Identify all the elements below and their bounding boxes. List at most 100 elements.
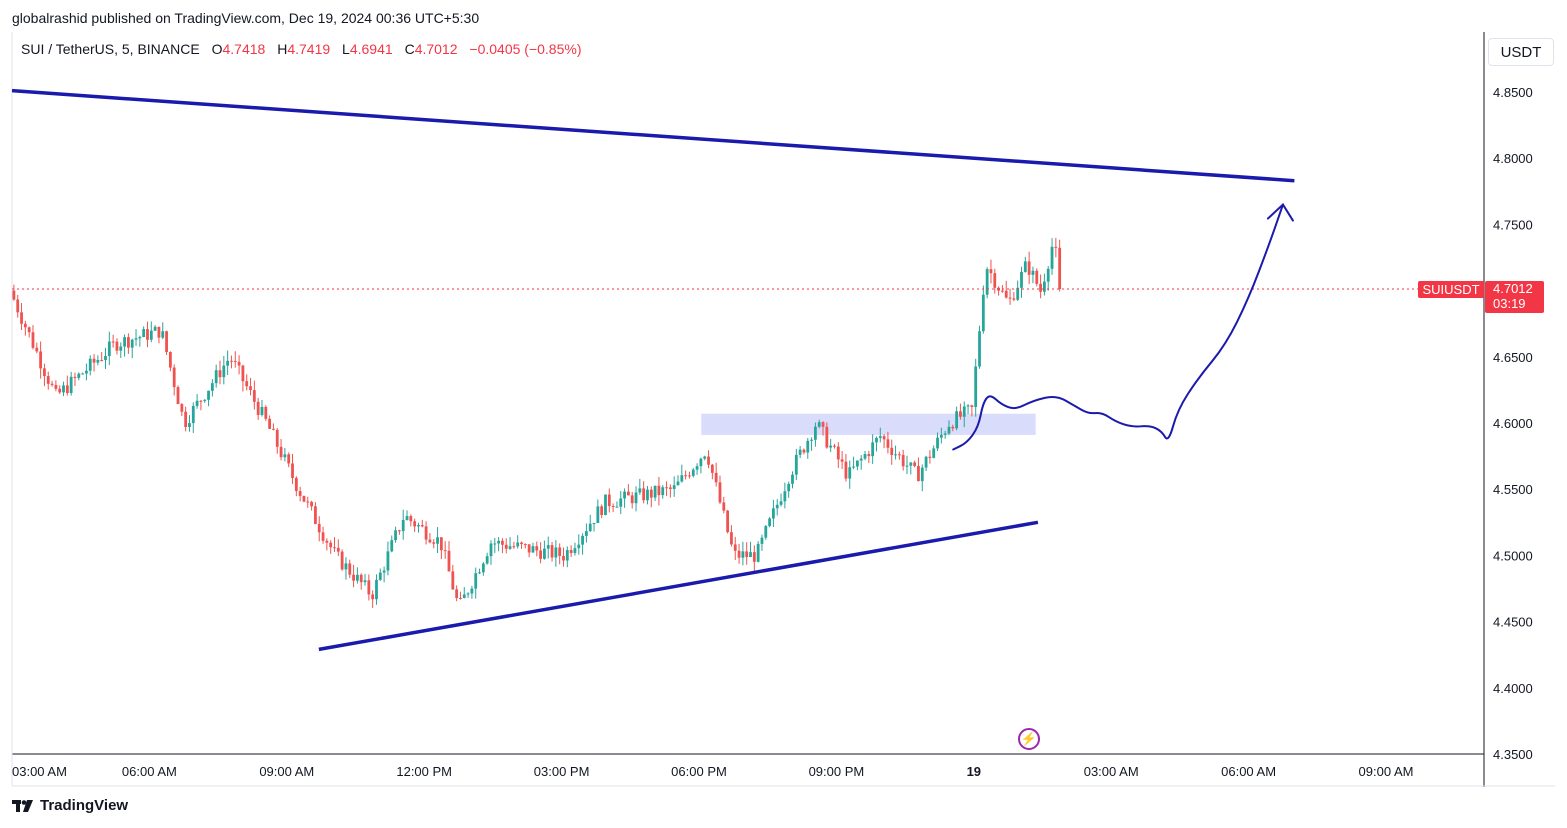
time-tick-label: 03:00 PM — [534, 764, 590, 779]
candle — [363, 573, 367, 586]
candle — [596, 499, 600, 524]
candle — [924, 455, 928, 471]
currency-button[interactable]: USDT — [1488, 38, 1554, 66]
candle — [600, 504, 604, 519]
upper-trendline[interactable] — [11, 88, 1295, 183]
candle — [825, 422, 829, 449]
candle — [279, 438, 283, 461]
candle — [184, 406, 188, 432]
candle — [149, 321, 153, 343]
price-tick-label: 4.8000 — [1493, 151, 1533, 166]
candle — [1016, 280, 1020, 301]
candle — [77, 372, 81, 381]
candle — [325, 538, 329, 551]
candle — [585, 523, 588, 543]
time-tick-label: 09:00 PM — [809, 764, 865, 779]
candle — [791, 471, 794, 489]
tradingview-logo[interactable]: TradingView — [12, 797, 128, 814]
candle — [436, 527, 439, 553]
time-tick-label: 09:00 AM — [259, 764, 314, 779]
candle — [558, 543, 562, 565]
candle — [210, 379, 214, 397]
candle — [802, 448, 806, 455]
candle — [291, 453, 294, 484]
candle — [863, 450, 867, 461]
candle — [245, 374, 249, 391]
candle — [1004, 280, 1008, 299]
candle — [855, 460, 859, 471]
candle — [772, 499, 775, 527]
candle — [329, 540, 333, 554]
candle — [905, 455, 909, 475]
candle — [703, 455, 707, 461]
candle — [878, 427, 882, 443]
candle — [39, 341, 43, 379]
candle — [894, 445, 897, 460]
candle — [1012, 292, 1016, 302]
time-tick-label: 06:00 AM — [1221, 764, 1276, 779]
candle — [20, 303, 23, 331]
candle — [1020, 266, 1023, 298]
candle — [237, 355, 241, 375]
high-label: H — [277, 41, 288, 57]
last-price-badge: 4.7012 03:19 — [1485, 281, 1544, 313]
candle — [997, 286, 1000, 296]
candle — [153, 325, 157, 332]
candle — [382, 566, 386, 583]
candle — [951, 424, 955, 432]
symbol-price-badge: SUIUSDT — [1418, 281, 1484, 298]
candle — [626, 484, 630, 496]
candle — [779, 493, 783, 507]
candle — [695, 463, 699, 475]
price-tick-label: 4.5000 — [1493, 548, 1533, 563]
candle — [668, 484, 672, 498]
low-value: 4.6941 — [349, 41, 393, 57]
symbol-title[interactable]: SUI / TetherUS, 5, BINANCE — [21, 41, 200, 57]
candle — [978, 325, 981, 369]
candle — [119, 342, 123, 358]
time-tick-label: 09:00 AM — [1359, 764, 1414, 779]
candle — [23, 320, 27, 336]
candle — [752, 545, 756, 573]
candle — [657, 476, 661, 506]
time-tick-label: 03:00 AM — [1084, 764, 1139, 779]
time-tick-label: 06:00 AM — [122, 764, 177, 779]
candle — [336, 539, 340, 556]
candle — [88, 355, 92, 376]
candle — [565, 546, 569, 568]
candle — [92, 354, 96, 372]
projection-arrowhead — [1266, 202, 1294, 222]
lower-trendline[interactable] — [318, 520, 1039, 652]
price-tick-label: 4.6000 — [1493, 416, 1533, 431]
candle — [397, 529, 401, 535]
candle — [35, 342, 39, 354]
candle — [241, 364, 245, 392]
candle — [249, 377, 252, 396]
candle — [527, 544, 531, 558]
time-axis[interactable]: 03:00 AM 06:00 AM 09:00 AM 12:00 PM 03:00 PM… — [12, 764, 1413, 779]
candle — [333, 537, 336, 552]
candle — [134, 329, 138, 346]
candle — [375, 574, 378, 605]
candle — [272, 423, 275, 431]
candle — [46, 371, 50, 390]
candle — [665, 481, 668, 497]
bar-countdown: 03:19 — [1493, 296, 1526, 311]
candle — [581, 533, 584, 555]
candle — [501, 538, 504, 554]
candle — [1008, 288, 1012, 305]
candle — [489, 540, 493, 565]
lightning-icon[interactable]: ⚡ — [1018, 728, 1040, 750]
candle — [348, 559, 352, 579]
candle — [569, 545, 573, 558]
candle — [352, 564, 355, 588]
candle — [993, 268, 997, 294]
candle — [554, 540, 558, 567]
candle — [371, 590, 375, 608]
candle — [859, 455, 863, 470]
candle — [722, 496, 726, 514]
projection-path[interactable] — [952, 203, 1284, 451]
candle — [390, 535, 394, 553]
price-axis[interactable]: 4.85004.80004.75004.70004.65004.60004.55… — [1493, 85, 1533, 762]
